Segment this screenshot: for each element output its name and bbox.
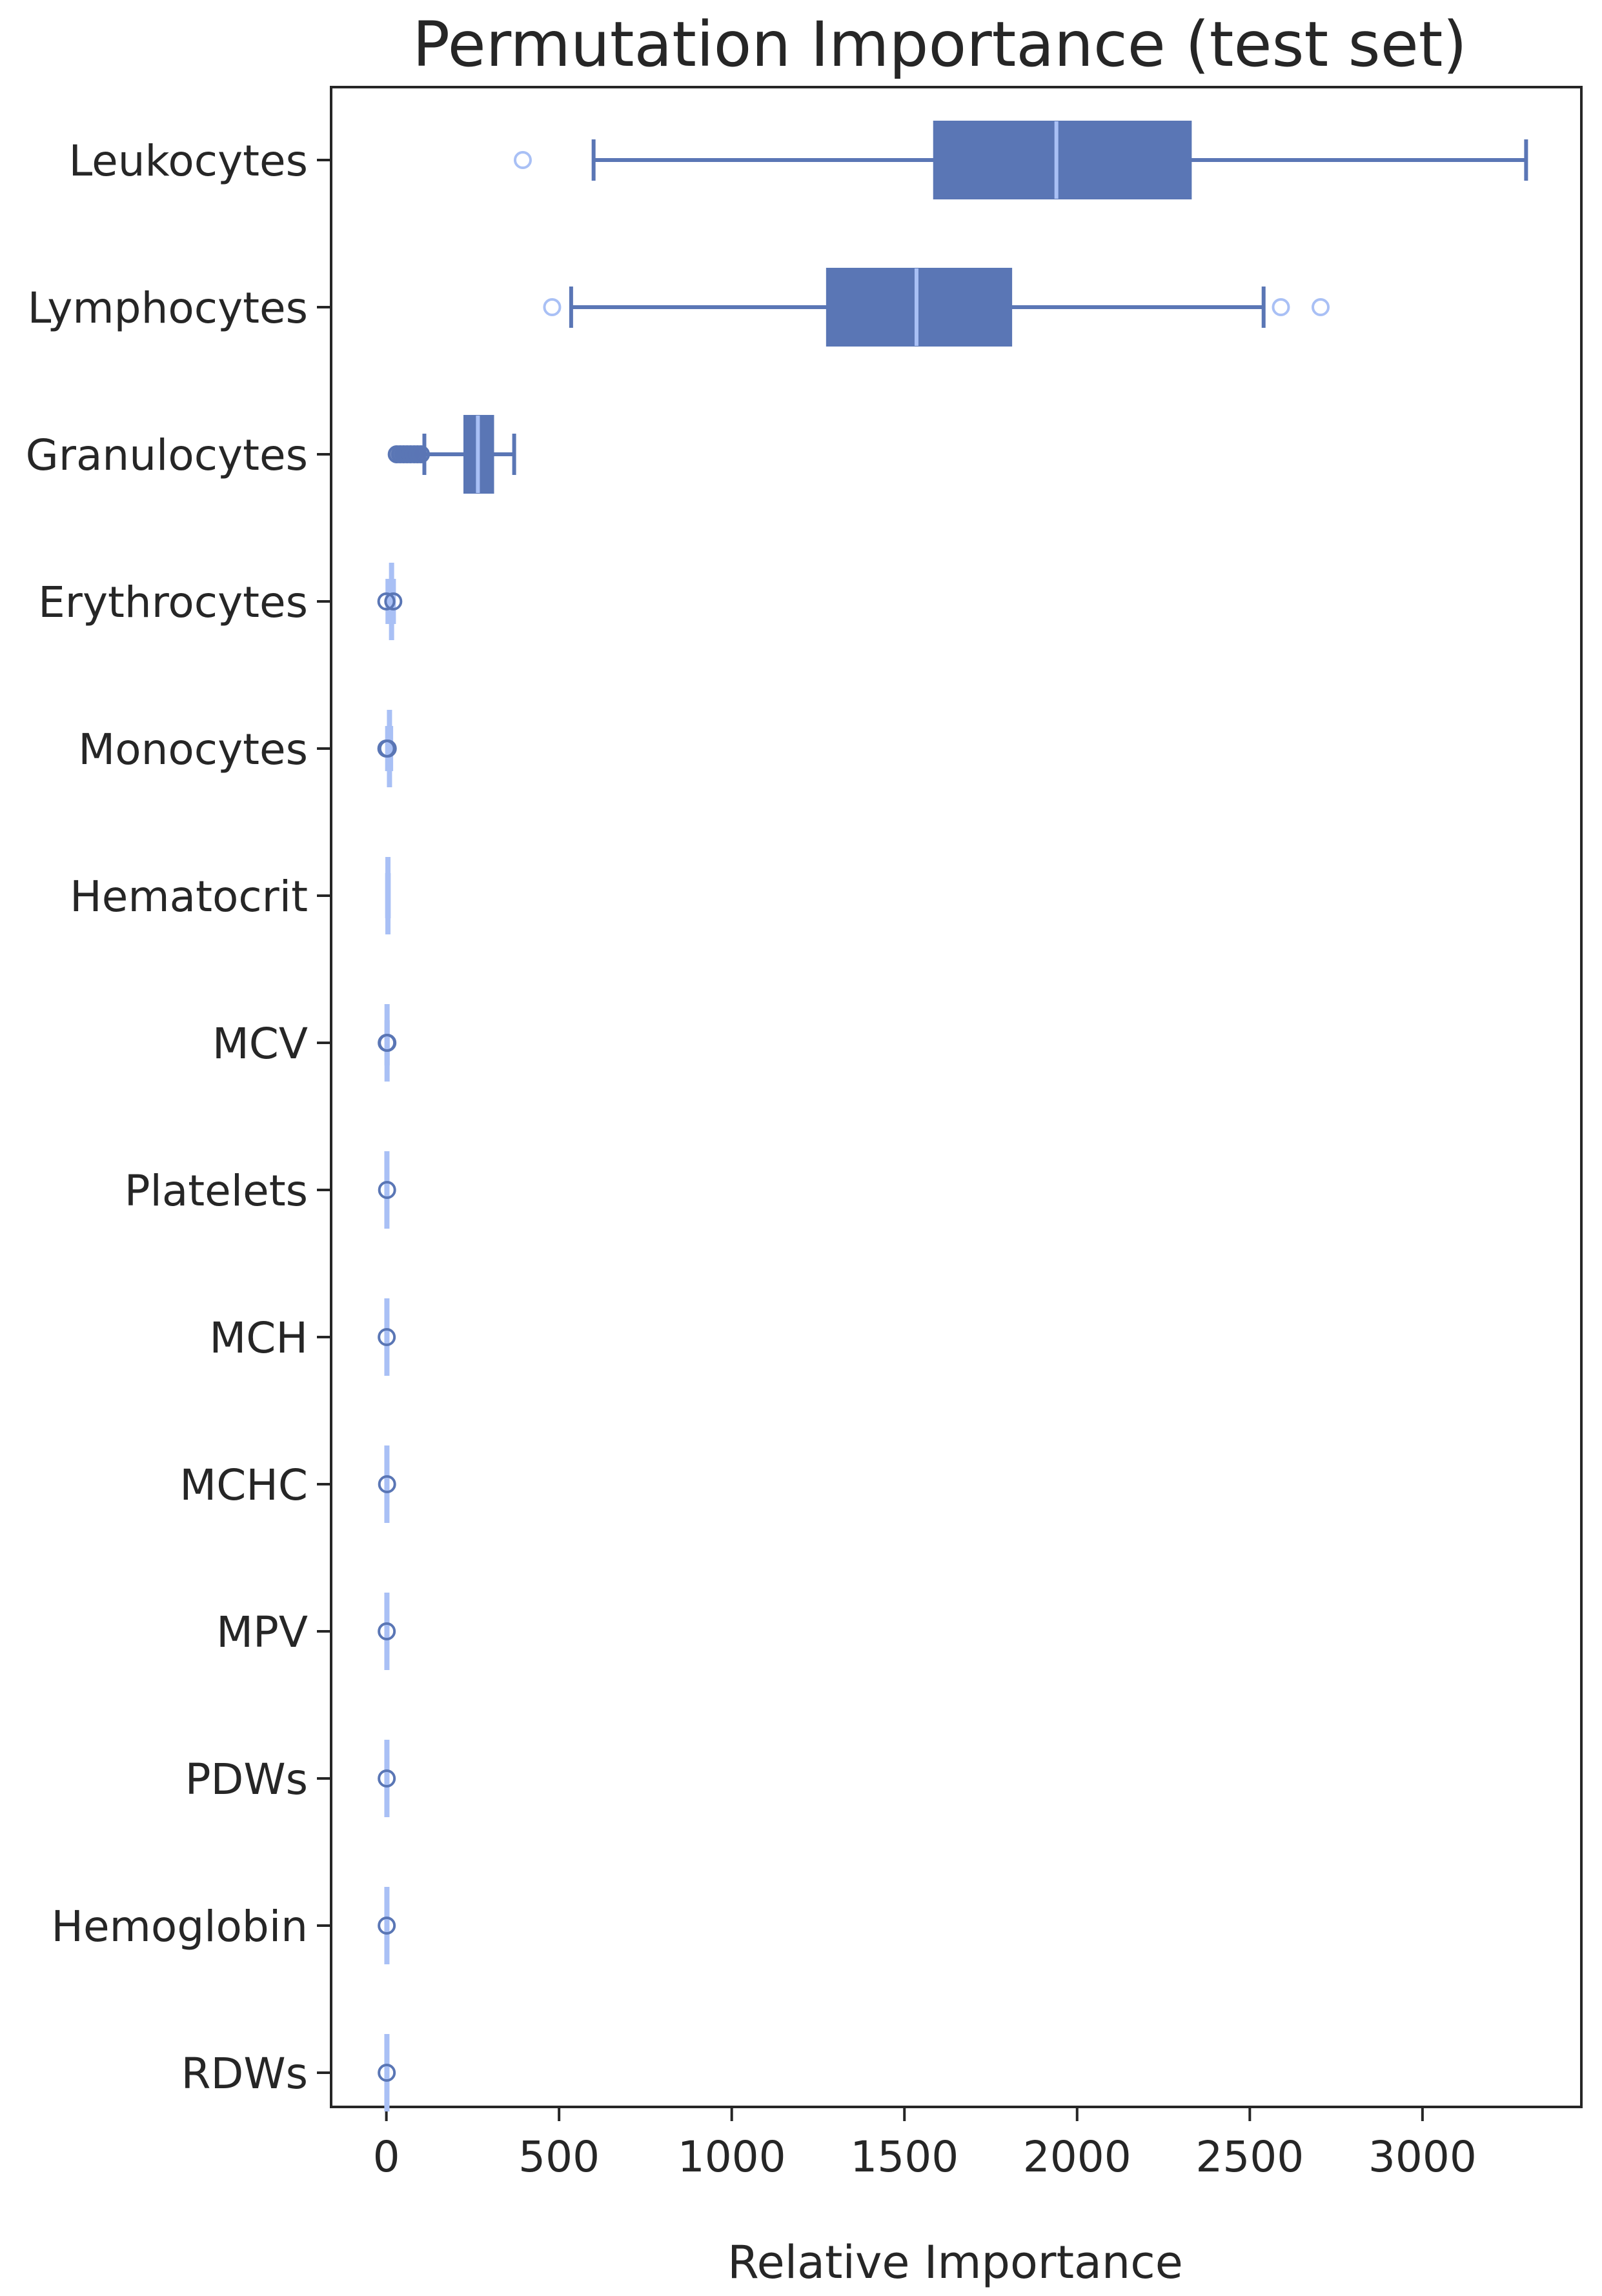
outlier-point [378,1328,396,1346]
box-group [378,1298,396,1376]
outlier-point [378,1917,396,1935]
box-group [378,2034,396,2111]
outlier-point [378,1034,397,1052]
outlier-point [378,1769,396,1787]
y-tick-label: MPV [216,1607,308,1657]
x-tick-label: 2000 [1023,2132,1131,2182]
y-tick-label: Monocytes [78,725,308,774]
box-group [378,1004,397,1082]
outlier-point [384,592,403,610]
y-tick-label: MCHC [179,1460,308,1510]
y-tick-label: Erythrocytes [38,578,308,627]
plot-area-frame [330,86,1583,2108]
x-tick-label: 2500 [1195,2132,1304,2182]
box-group [543,268,1330,347]
box-group [378,1887,396,1964]
box [826,268,1013,347]
x-tick-label: 0 [373,2132,400,2182]
box [933,121,1192,199]
x-axis-label: Relative Importance [727,2236,1183,2289]
box-group [513,121,1528,199]
y-tick-label: PDWs [185,1755,308,1804]
outlier-point [378,1181,396,1199]
outlier-point [1272,298,1290,316]
outlier-point [378,1475,396,1493]
x-tick-label: 1000 [678,2132,786,2182]
box-group [378,1593,396,1670]
outlier-point [513,151,532,169]
outlier-point [378,2064,396,2082]
y-tick-label: MCV [212,1019,308,1069]
box-group [378,1740,396,1817]
box-group [377,710,397,787]
y-tick-label: Lymphocytes [28,283,308,333]
outlier-point [378,1622,396,1640]
box-group [387,415,516,494]
y-tick-label: Hemoglobin [51,1902,308,1951]
box-group [377,563,403,640]
outlier-point [412,445,431,463]
outlier-point [378,740,397,758]
y-tick-label: MCH [209,1313,308,1363]
x-tick-label: 1500 [850,2132,958,2182]
box-group [385,857,391,934]
outlier-point [543,298,562,316]
y-tick-label: RDWs [181,2049,308,2099]
chart-title: Permutation Importance (test set) [412,8,1467,81]
box-series [377,121,1528,2111]
box-group [378,1445,396,1523]
box-group [378,1151,396,1229]
y-tick-label: Leukocytes [68,136,308,186]
y-tick-label: Granulocytes [26,430,308,480]
outlier-point [377,592,396,610]
y-tick-label: Hematocrit [70,872,308,921]
y-axis: Leukocytes Lymphocytes Granulocytes Erythro… [26,136,331,2099]
outlier-point [1312,298,1330,316]
x-axis: 0 500 1000 1500 2000 2500 3000 [373,2107,1477,2182]
y-tick-label: Platelets [125,1166,308,1216]
x-tick-label: 3000 [1368,2132,1477,2182]
x-tick-label: 500 [518,2132,600,2182]
